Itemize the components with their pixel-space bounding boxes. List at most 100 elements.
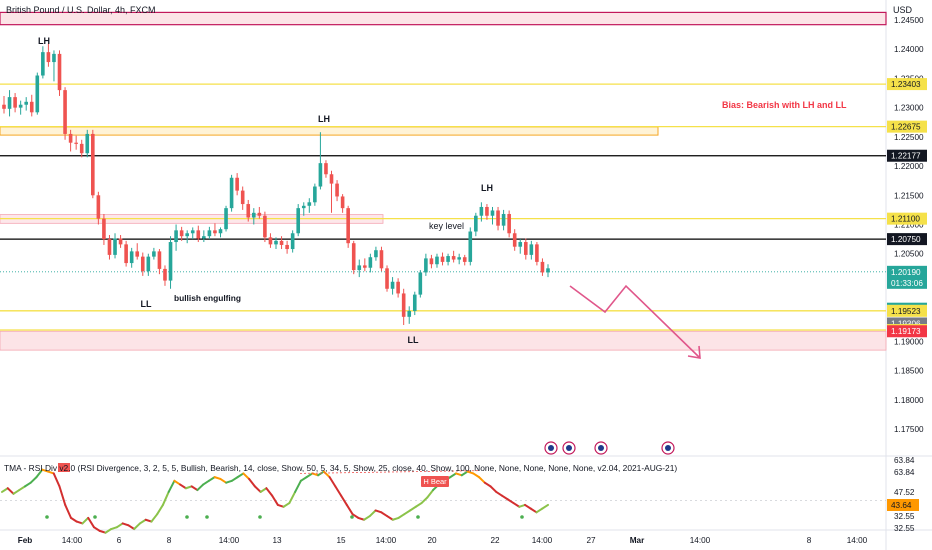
rsi-line-segment — [299, 476, 308, 482]
candle — [285, 244, 289, 250]
candle — [446, 256, 450, 262]
candle — [418, 272, 423, 295]
rsi-line-segment — [529, 507, 538, 514]
rsi-line-segment — [242, 472, 251, 480]
rsi-line-segment — [351, 513, 360, 519]
bull-dot — [205, 515, 209, 519]
rsi-line-segment — [282, 502, 291, 508]
rsi-line-segment — [512, 502, 521, 508]
rsi-line-segment — [138, 518, 147, 525]
supply-zone-1 — [0, 11, 887, 26]
key-level-label: key level — [429, 221, 464, 231]
candle — [135, 251, 140, 257]
price-tick-label: 1.18000 — [894, 396, 924, 405]
candle — [512, 233, 517, 247]
rsi-line-segment — [322, 470, 331, 479]
rsi-line-segment — [391, 516, 400, 521]
candle — [324, 163, 328, 175]
price-label-box — [887, 149, 927, 162]
divergence-marker — [58, 463, 70, 472]
rsi-line-segment — [345, 503, 354, 516]
lh-label-right: LH — [481, 183, 493, 193]
rsi-line-segment — [213, 476, 222, 480]
candle — [74, 142, 78, 144]
candle — [57, 53, 62, 91]
rsi-value-box — [887, 499, 919, 511]
price-label: 01:33:06 — [891, 279, 923, 288]
price-label-box — [887, 120, 927, 133]
candle — [202, 236, 206, 239]
candle — [85, 133, 90, 154]
candle — [79, 143, 84, 154]
rsi-line-segment — [58, 485, 67, 506]
rsi-line-segment — [524, 503, 532, 510]
calendar-event-flag — [598, 445, 604, 451]
price-label: 1.20190 — [891, 268, 921, 277]
price-tick-label: 1.21000 — [894, 221, 924, 230]
price-tick-label: 1.17500 — [894, 425, 924, 434]
forecast-arrowhead — [687, 345, 701, 359]
price-label: 1.23403 — [891, 80, 921, 89]
rsi-line-segment — [156, 503, 164, 516]
lh-label-mid: LH — [318, 114, 330, 124]
rsi-axis-tick: 47.52 — [894, 488, 915, 497]
rsi-line-segment — [541, 503, 549, 510]
time-axis-label: 8 — [807, 536, 812, 545]
candle — [113, 238, 117, 255]
price-tick-label: 1.23000 — [894, 104, 924, 113]
rsi-line-segment — [110, 526, 118, 531]
rsi-line-segment — [535, 507, 544, 514]
price-label: 1.19306 — [891, 319, 921, 328]
rsi-line-segment — [202, 479, 210, 486]
rsi-line-segment — [259, 487, 268, 493]
rsi-line-segment — [294, 479, 302, 493]
candle — [152, 251, 156, 257]
price-tick-label: 1.22500 — [894, 133, 924, 142]
bull-dot — [258, 515, 262, 519]
rsi-line-segment — [305, 472, 314, 479]
candle — [218, 229, 223, 234]
rsi-line-segment — [368, 509, 377, 518]
candle — [157, 251, 162, 269]
time-axis-label: 22 — [490, 536, 500, 545]
rsi-line-segment — [328, 476, 337, 488]
time-axis-label: 8 — [167, 536, 172, 545]
rsi-line-segment — [340, 494, 348, 506]
rsi-line-segment — [144, 518, 153, 523]
rsi-line-segment — [386, 515, 394, 521]
calendar-event-flag — [566, 445, 572, 451]
rsi-line-segment — [98, 529, 107, 534]
h-bear-tag — [421, 476, 449, 487]
rsi-line-segment — [518, 503, 527, 508]
h-bear-label: H Bear — [423, 477, 447, 486]
candle — [107, 239, 112, 255]
rsi-line-segment — [357, 516, 366, 521]
candle — [274, 240, 278, 245]
candle — [41, 52, 45, 76]
rsi-line-segment — [334, 485, 343, 497]
rsi-line-segment — [380, 511, 389, 518]
rsi-line-segment — [483, 481, 492, 488]
rsi-line-segment — [207, 476, 216, 482]
candle — [46, 52, 51, 63]
rsi-line-segment — [489, 485, 498, 493]
candle — [374, 250, 378, 258]
candle — [174, 230, 178, 243]
rsi-line-segment — [363, 515, 371, 521]
rsi-line-segment — [92, 526, 101, 532]
candle — [91, 133, 95, 196]
candle — [52, 53, 56, 63]
rsi-line-segment — [311, 472, 320, 477]
candle — [535, 244, 539, 262]
rsi-line-segment — [506, 498, 515, 505]
candle — [235, 177, 239, 191]
price-label: 1.21100 — [891, 215, 920, 224]
time-axis-label: 6 — [117, 536, 122, 545]
price-label: 1.22177 — [891, 152, 921, 161]
candle — [335, 183, 339, 197]
bull-dot — [520, 515, 524, 519]
rsi-line-segment — [414, 502, 423, 508]
rsi-line-segment — [420, 496, 429, 505]
rsi-line-segment — [495, 490, 504, 497]
